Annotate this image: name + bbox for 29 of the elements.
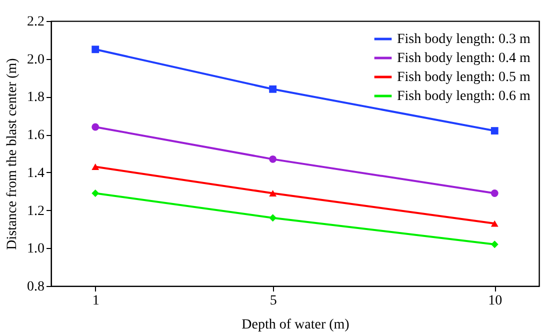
point: [92, 164, 100, 170]
point: [490, 190, 498, 197]
y-tick-label: 2.0: [27, 52, 44, 68]
point: [269, 214, 277, 222]
legend-label: Fish body length: 0.4 m: [397, 51, 531, 66]
point: [92, 190, 100, 197]
x-tick-label: 1: [92, 294, 100, 308]
legend-label: Fish body length: 0.6 m: [397, 89, 531, 104]
x-tick-label: 5: [270, 294, 277, 308]
point: [490, 127, 498, 134]
y-tick-label: 1.6: [27, 128, 44, 144]
x-tick-label: 10: [488, 294, 502, 308]
y-tick-label: 1.2: [27, 204, 44, 219]
y-axis-title: Distance from the blast center (m): [5, 58, 20, 250]
point: [92, 46, 100, 54]
point: [269, 155, 277, 163]
point: [92, 123, 100, 131]
legend-label: Fish body length: 0.3 m: [397, 32, 531, 47]
y-tick-label: 1.4: [27, 166, 44, 181]
y-tick-label: 1.0: [27, 242, 44, 257]
x-axis-title: Depth of water (m): [242, 318, 350, 332]
y-tick-label: 2.2: [27, 14, 44, 30]
y-tick-label: 1.8: [27, 90, 44, 106]
point: [490, 220, 498, 227]
legend-label: Fish body length: 0.5 m: [397, 70, 531, 85]
y-tick-label: 0.8: [27, 280, 44, 294]
point: [269, 190, 277, 196]
point: [490, 240, 498, 248]
point: [269, 85, 277, 93]
